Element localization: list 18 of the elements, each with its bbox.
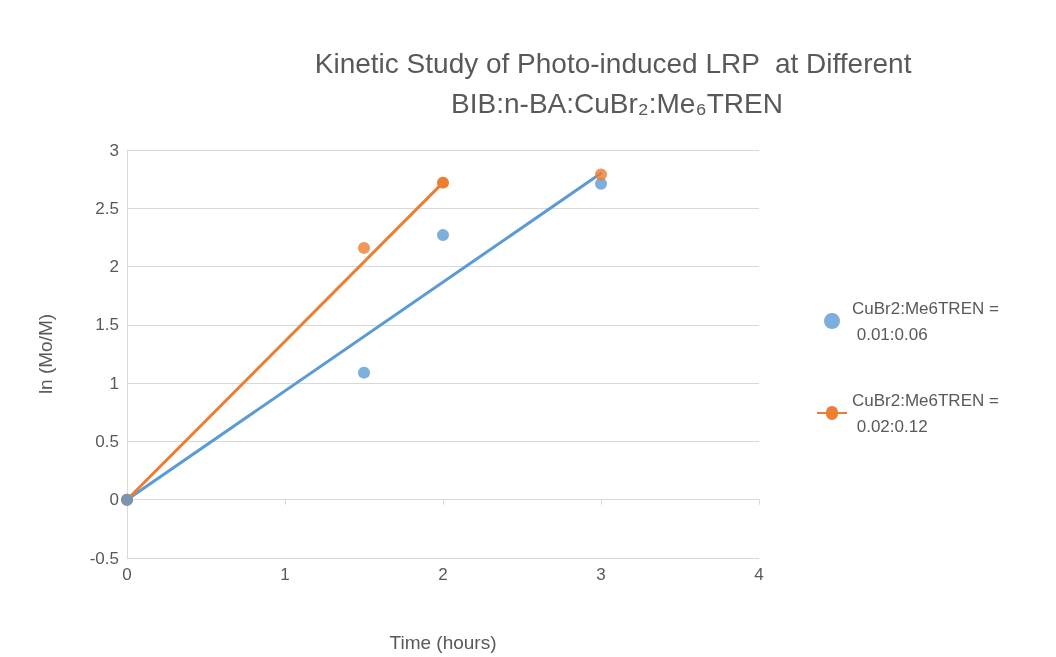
y-tick-label: 1.5 [95,315,119,335]
y-tick-label: 1 [109,373,119,393]
x-tick-label: 2 [438,565,448,584]
y-tick-label: 3 [109,140,119,160]
x-tick-label: 1 [280,565,290,584]
x-tick-label: 4 [754,565,764,584]
chart-title: Kinetic Study of Photo-induced LRP at Different BIB:n-BA:CuBr₂:Me₆TREN [314,47,920,119]
y-tick-label: 0.5 [95,431,119,451]
x-tick-label: 0 [122,565,132,584]
y-axis-title: ln (Mo/M) [35,313,56,395]
x-tick-label: 3 [596,565,606,584]
y-tick-label: 2 [109,257,119,277]
legend-label: CuBr2:Me6TREN = 0.02:0.12 [852,390,999,436]
legend-label: CuBr2:Me6TREN = 0.01:0.06 [852,298,999,344]
y-tick-label: 2.5 [95,198,119,218]
y-tick-label: 0 [109,490,119,510]
x-axis-title: Time (hours) [389,632,497,653]
y-tick-label: -0.5 [89,548,119,568]
